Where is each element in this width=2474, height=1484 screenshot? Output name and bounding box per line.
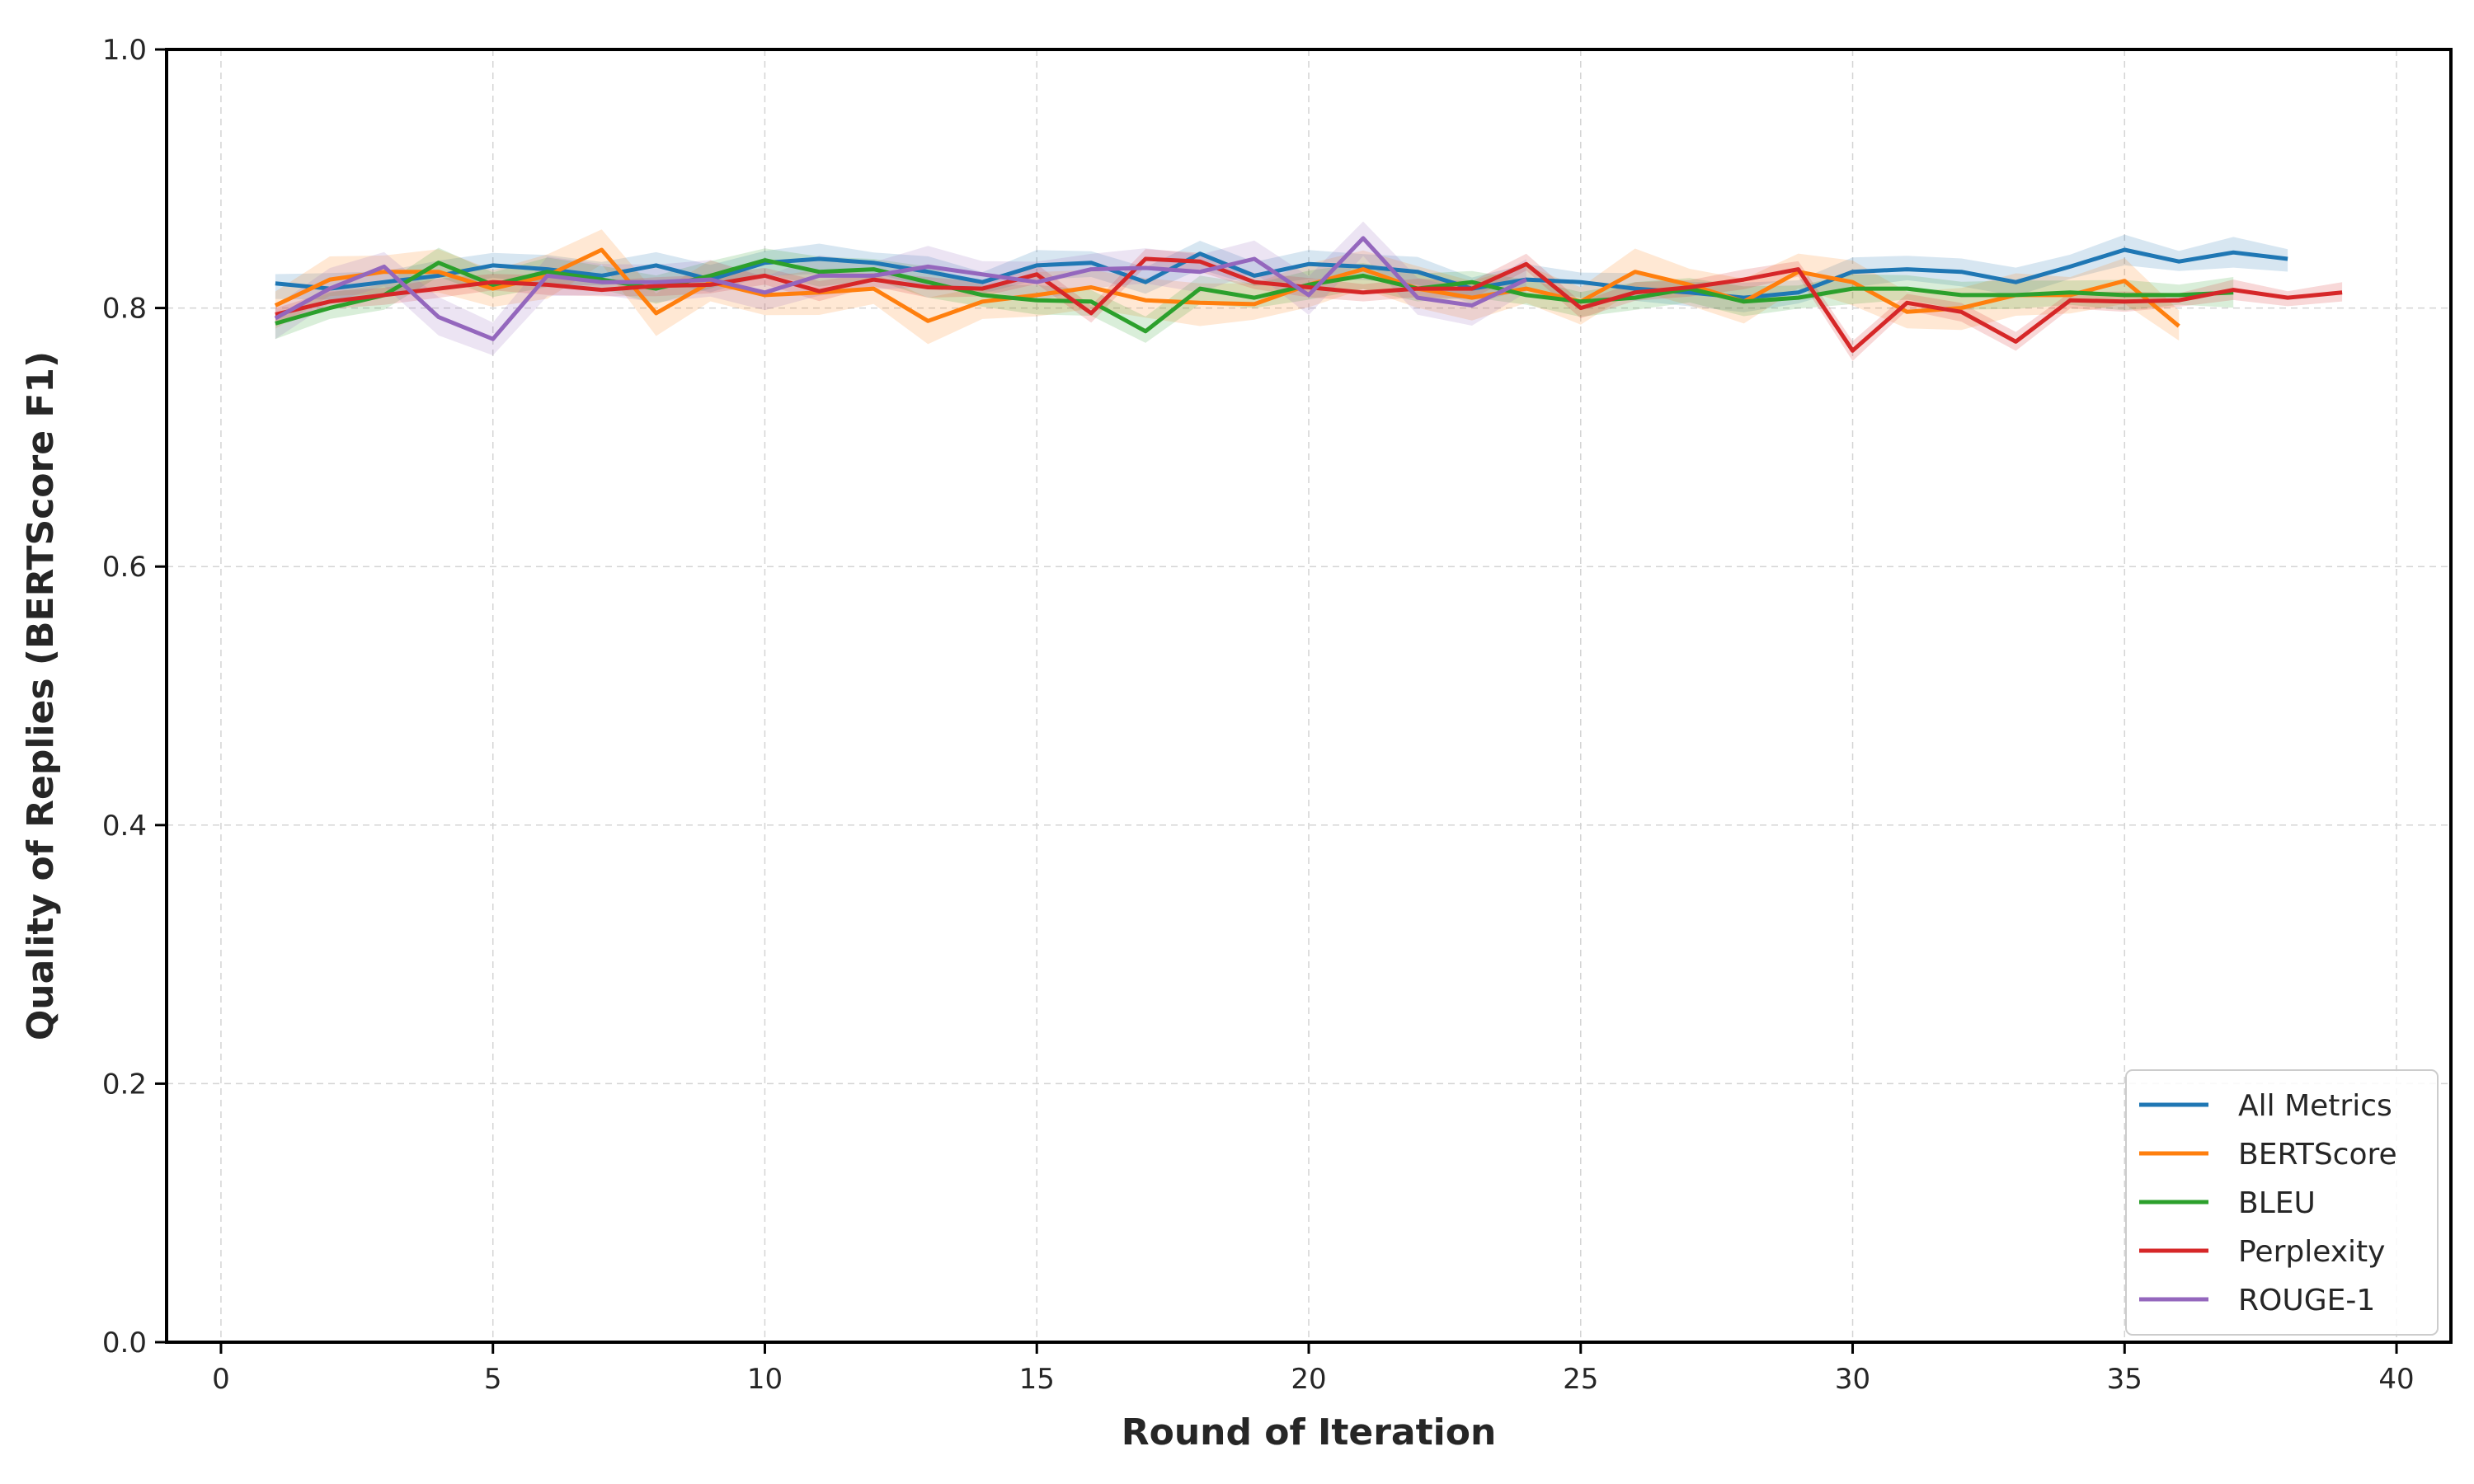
legend: All Metrics BERTScore BLEU Perplexity ROUGE-…	[2125, 1069, 2439, 1336]
y-tick-label: 0.8	[102, 293, 147, 326]
perplexity-band	[275, 249, 2343, 361]
y-tick-label: 0.0	[102, 1327, 147, 1360]
grid-lines	[167, 49, 2451, 1343]
x-tick-label: 15	[1019, 1363, 1055, 1396]
x-axis-label: Round of Iteration	[1122, 1411, 1497, 1453]
legend-box	[2125, 1069, 2439, 1336]
x-axis-ticks: 0 5 10 15 20 25 30 35 40	[212, 1342, 2415, 1396]
legend-label-bertscore: BERTScore	[2238, 1138, 2397, 1172]
x-tick-label: 5	[484, 1363, 502, 1396]
legend-label-perplexity: Perplexity	[2238, 1235, 2385, 1269]
rouge-1-band	[275, 221, 1526, 355]
rouge-1-line	[274, 236, 1527, 341]
bleu-band	[275, 247, 2234, 343]
y-tick-label: 0.4	[102, 810, 147, 843]
y-tick-label: 1.0	[102, 34, 147, 67]
legend-label-bleu: BLEU	[2238, 1186, 2316, 1220]
x-tick-label: 25	[1563, 1363, 1598, 1396]
x-tick-label: 10	[747, 1363, 783, 1396]
legend-label-rouge-1: ROUGE-1	[2238, 1284, 2375, 1317]
y-tick-label: 0.2	[102, 1068, 147, 1101]
bleu-line	[275, 258, 2234, 334]
series-lines	[274, 236, 2343, 353]
all-metrics-line	[275, 247, 2288, 300]
legend-label-all-metrics: All Metrics	[2238, 1089, 2392, 1123]
perplexity-line	[275, 256, 2343, 353]
y-axis-label: Quality of Replies (BERTScore F1)	[20, 351, 62, 1040]
x-tick-label: 30	[1835, 1363, 1870, 1396]
x-tick-label: 0	[212, 1363, 230, 1396]
x-tick-label: 40	[2378, 1363, 2414, 1396]
bertscore-band	[275, 229, 2180, 345]
y-tick-label: 0.6	[102, 551, 147, 584]
x-tick-label: 35	[2107, 1363, 2142, 1396]
x-tick-label: 20	[1291, 1363, 1326, 1396]
y-axis-ticks: 0.0 0.2 0.4 0.6 0.8 1.0	[102, 34, 167, 1360]
